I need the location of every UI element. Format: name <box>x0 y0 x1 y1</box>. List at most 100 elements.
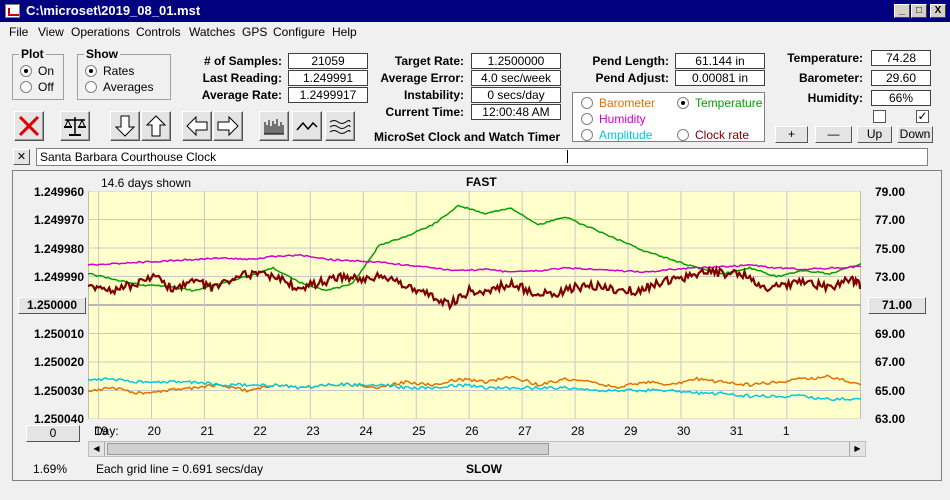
x-tick-label: 29 <box>624 424 638 438</box>
show-rates-radio[interactable] <box>85 65 97 77</box>
zoom-in-button[interactable]: + <box>775 126 808 143</box>
series-line-amplitude <box>88 377 861 402</box>
sensor-amplitude-radio[interactable] <box>581 129 593 141</box>
x-tick-label: 20 <box>147 424 161 438</box>
menu-view[interactable]: View <box>38 25 64 39</box>
x-tick-label: 21 <box>200 424 214 438</box>
sensor-amplitude-label: Amplitude <box>599 128 653 142</box>
sensor-clock-rate-radio[interactable] <box>677 129 689 141</box>
average-rate-value: 1.2499917 <box>288 87 368 103</box>
instability-label: Instability: <box>403 88 464 102</box>
bar-chart-icon <box>264 119 284 135</box>
wave-plot-button[interactable] <box>325 111 355 141</box>
stop-button[interactable] <box>14 111 44 141</box>
chart-panel <box>12 170 942 481</box>
pend-adjust-label: Pend Adjust: <box>595 71 669 85</box>
show-averages-radio[interactable] <box>85 81 97 93</box>
x-tick-label: 1 <box>782 424 790 438</box>
menu-controls[interactable]: Controls <box>136 25 181 39</box>
scroll-right-arrow-icon[interactable]: ▶ <box>849 442 865 456</box>
menu-configure[interactable]: Configure <box>273 25 326 39</box>
sensor-barometer-label: Barometer <box>599 96 656 110</box>
arrow-up-icon <box>145 115 167 137</box>
plot-group-title: Plot <box>21 47 44 61</box>
move-down-button[interactable] <box>110 111 140 141</box>
zero-button[interactable]: 0 <box>26 425 80 442</box>
line-plot-button[interactable] <box>292 111 322 141</box>
grid-note: Each grid line = 0.691 secs/day <box>96 462 264 476</box>
close-button[interactable]: X <box>930 4 946 18</box>
humidity-value: 66% <box>871 90 931 106</box>
x-tick-label: 25 <box>412 424 426 438</box>
sensor-barometer-radio[interactable] <box>581 97 593 109</box>
x-tick-label: 28 <box>571 424 585 438</box>
scroll-thumb[interactable] <box>107 443 549 455</box>
minimize-button[interactable]: _ <box>894 4 910 18</box>
checkbox-2[interactable]: ✓ <box>916 109 929 123</box>
plot-off-label: Off <box>38 80 54 94</box>
window-title: C:\microset\2019_08_01.mst <box>26 3 201 18</box>
wave-icon <box>329 120 351 134</box>
plot-on-radio[interactable] <box>20 65 32 77</box>
menu-file[interactable]: File <box>9 25 29 39</box>
close-clock-button[interactable]: ✕ <box>13 149 30 165</box>
y-left-tick: 1.249980 <box>33 242 84 256</box>
x-tick-label: 31 <box>729 424 744 438</box>
checkbox-1[interactable] <box>873 110 886 123</box>
show-averages-label: Averages <box>103 80 154 94</box>
center-temp-button[interactable]: 71.00 <box>868 297 926 314</box>
arrow-left-icon <box>186 115 208 137</box>
maximize-button[interactable]: □ <box>911 4 927 18</box>
pend-adjust-value: 0.00081 in <box>675 70 765 86</box>
show-group: Show <box>77 47 171 100</box>
menu-watches[interactable]: Watches <box>189 25 236 39</box>
x-icon <box>18 115 40 137</box>
y-right-tick: 63.00 <box>875 412 906 426</box>
sensor-temperature-label: Temperature <box>695 96 763 110</box>
temperature-label: Temperature: <box>787 51 863 65</box>
y-right-tick: 67.00 <box>875 355 906 369</box>
scale-down-button[interactable]: Down <box>897 126 933 143</box>
y-right-tick: 79.00 <box>875 185 906 199</box>
day-axis-prefix: Day: <box>94 424 119 438</box>
bar-plot-button[interactable] <box>259 111 289 141</box>
center-rate-button[interactable]: 1.250000 <box>18 297 86 314</box>
current-time-label: Current Time: <box>385 105 464 119</box>
sensor-temperature-radio[interactable] <box>677 97 689 109</box>
brand-label: MicroSet Clock and Watch Timer <box>374 130 561 144</box>
time-scrollbar[interactable]: ◀ ▶ <box>88 441 866 457</box>
target-rate-value: 1.2500000 <box>471 53 561 69</box>
plot-off-radio[interactable] <box>20 81 32 93</box>
days-shown-label: 14.6 days shown <box>101 176 192 190</box>
scale-up-button[interactable]: Up <box>857 126 892 143</box>
plot-group: Plot <box>12 47 64 100</box>
x-tick-label: 30 <box>676 424 691 438</box>
arrow-down-icon <box>114 115 136 137</box>
sensor-humidity-label: Humidity <box>599 112 646 126</box>
clock-name-field[interactable]: Santa Barbara Courthouse Clock <box>36 148 928 166</box>
target-rate-label: Target Rate: <box>394 54 464 68</box>
sensor-selector: Barometer Temperature Humidity Amplitude… <box>572 92 765 142</box>
slow-label: SLOW <box>466 462 502 476</box>
y-left-tick: 1.250020 <box>33 355 84 369</box>
text-cursor <box>567 150 568 163</box>
line-chart-icon <box>296 121 318 131</box>
sensor-humidity-radio[interactable] <box>581 113 593 125</box>
move-up-button[interactable] <box>141 111 171 141</box>
y-right-tick: 65.00 <box>875 384 906 398</box>
menu-help[interactable]: Help <box>332 25 357 39</box>
temperature-value: 74.28 <box>871 50 931 66</box>
scroll-right-button[interactable] <box>213 111 243 141</box>
zoom-out-button[interactable]: — <box>815 126 852 143</box>
show-group-title: Show <box>86 47 118 61</box>
menu-operations[interactable]: Operations <box>71 25 130 39</box>
menu-gps[interactable]: GPS <box>242 25 268 39</box>
scroll-left-arrow-icon[interactable]: ◀ <box>89 442 105 456</box>
scroll-left-button[interactable] <box>182 111 212 141</box>
show-rates-label: Rates <box>103 64 135 78</box>
balance-button[interactable] <box>60 111 90 141</box>
x-tick-label: 24 <box>359 424 373 438</box>
samples-label: # of Samples: <box>203 54 282 68</box>
title-bar: C:\microset\2019_08_01.mst _ □ X <box>0 0 950 22</box>
clock-name-text: Santa Barbara Courthouse Clock <box>40 150 217 164</box>
